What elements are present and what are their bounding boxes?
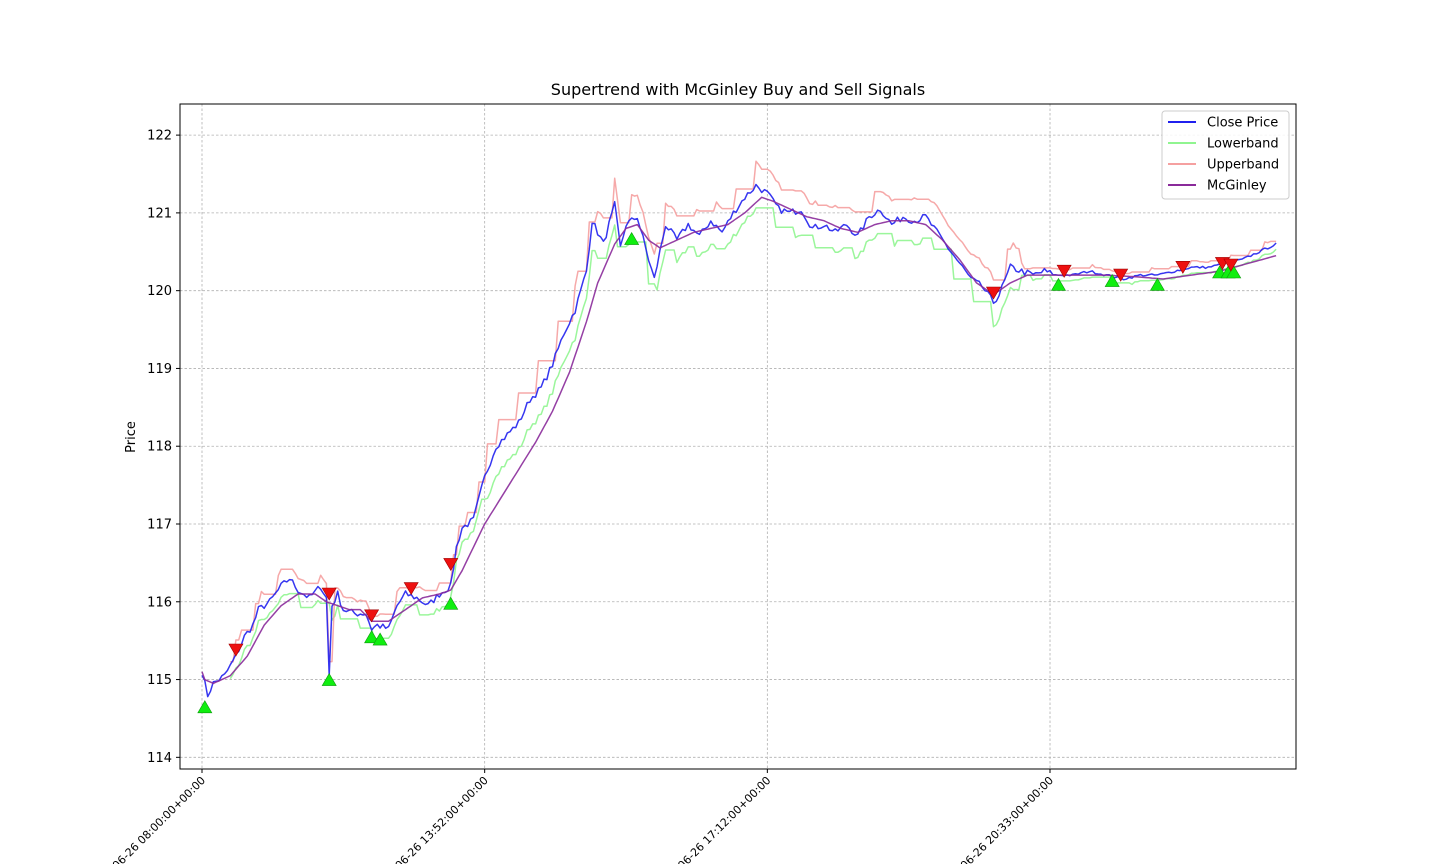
legend-label-2: Upperband (1207, 158, 1279, 173)
sell-signal-0 (228, 643, 244, 657)
sell-signal-1 (321, 587, 337, 601)
y-tick-label-7: 121 (147, 206, 172, 221)
y-tick-label-4: 118 (147, 440, 172, 455)
legend-label-1: Lowerband (1207, 137, 1279, 152)
sell-signal-4 (443, 558, 459, 572)
sell-signal-8 (1175, 261, 1191, 274)
y-tick-label-1: 115 (147, 673, 172, 688)
x-tick-label-3: 2024-06-26 20:33:00+00:00 (935, 774, 1056, 864)
y-tick-label-6: 120 (147, 284, 172, 299)
buy-signal-6 (1050, 277, 1067, 291)
close-price-line (201, 183, 1277, 698)
buy-signal-8 (1149, 277, 1165, 291)
sell-signal-3 (403, 582, 419, 596)
legend-label-0: Close Price (1207, 116, 1278, 131)
mcginley-line (201, 196, 1277, 685)
buy-signal-5 (624, 231, 640, 245)
buy-signal-2 (364, 630, 380, 644)
legend-box (1161, 110, 1290, 200)
x-tick-label-0: 2024-06-26 08:00:00+00:00 (87, 774, 208, 864)
series-lines (201, 160, 1277, 698)
y-tick-label-8: 122 (147, 129, 172, 144)
sell-signal-2 (364, 609, 380, 623)
y-axis-label: Price (124, 421, 139, 453)
sell-signal-7 (1113, 268, 1129, 282)
buy-signal-11 (1226, 265, 1242, 279)
x-tick-label-2: 2024-06-26 17:12:00+00:00 (653, 774, 774, 864)
buy-signal-3 (372, 632, 388, 646)
signal-markers (197, 231, 1242, 714)
chart-title: Supertrend with McGinley Buy and Sell Si… (551, 80, 925, 99)
sell-signal-6 (1056, 264, 1072, 278)
y-axis: 114 115 116 117 118 119 120 121 122 (147, 129, 180, 766)
buy-signal-1 (321, 672, 337, 686)
lowerband-line (229, 207, 1277, 680)
x-axis: 2024-06-26 08:00:00+00:00 2024-06-26 13:5… (87, 769, 1056, 864)
legend-label-3: McGinley (1207, 179, 1267, 194)
upperband-line (230, 160, 1277, 663)
buy-signal-4 (443, 596, 459, 610)
y-tick-label-0: 114 (147, 751, 172, 766)
y-tick-label-3: 117 (147, 518, 172, 533)
legend: Close Price Lowerband Upperband McGinley (1161, 110, 1290, 200)
plot-frame (179, 103, 1297, 770)
grid (180, 104, 1296, 769)
buy-signal-7 (1104, 273, 1120, 287)
y-tick-label-2: 116 (147, 595, 172, 610)
sell-signal-10 (1223, 258, 1239, 272)
sell-signal-5 (985, 286, 1001, 300)
x-tick-label-1: 2024-06-26 13:52:00+00:00 (370, 774, 491, 864)
buy-signal-0 (197, 700, 213, 714)
y-tick-label-5: 119 (147, 362, 172, 377)
